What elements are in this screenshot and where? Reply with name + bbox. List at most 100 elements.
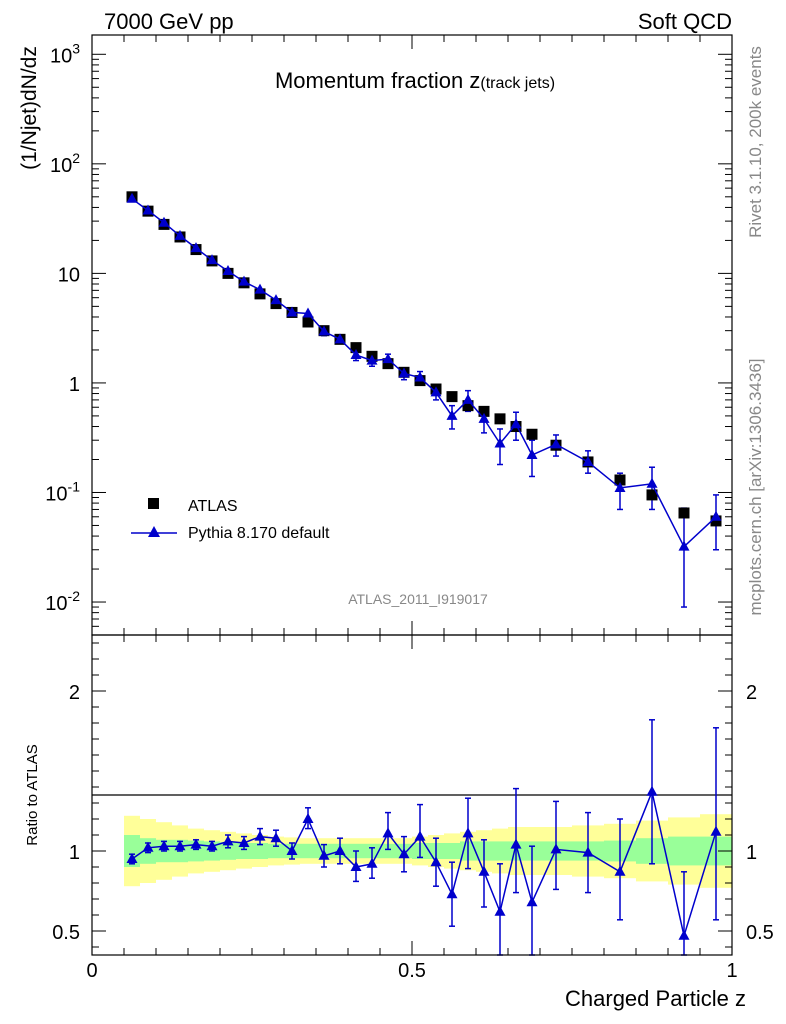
- ratio-band-inner: [124, 835, 140, 867]
- y-tick-label: 10: [58, 264, 80, 286]
- ratio-point: [270, 832, 282, 843]
- pythia-point: [430, 386, 442, 397]
- ratio-point: [222, 835, 234, 846]
- legend-marker-atlas: [148, 498, 159, 509]
- ratio-bands: [124, 814, 732, 888]
- atlas-point: [254, 288, 266, 300]
- atlas-point: [382, 358, 394, 370]
- y-tick-label: 10-2: [45, 588, 80, 615]
- ratio-point: [206, 840, 218, 851]
- pythia-point: [126, 192, 138, 203]
- ratio-point: [614, 865, 626, 876]
- atlas-point: [478, 405, 490, 417]
- pythia-point: [334, 333, 346, 344]
- ratio-y-tick-label-right: 1: [746, 842, 757, 864]
- pythia-point: [550, 438, 562, 449]
- atlas-point: [710, 515, 722, 527]
- pythia-point: [710, 510, 722, 521]
- legend-marker-pythia: [148, 526, 160, 537]
- main-data-marks: [126, 191, 722, 608]
- ratio-point: [678, 929, 690, 940]
- atlas-point: [646, 489, 658, 501]
- main-axis-ticks: 10-2 10-1 1 10 102 103: [45, 35, 733, 636]
- atlas-point: [302, 316, 314, 328]
- ratio-band-inner: [492, 841, 508, 861]
- pythia-point: [614, 481, 626, 492]
- ratio-point: [174, 840, 186, 851]
- pythia-point: [142, 204, 154, 215]
- pythia-point: [526, 448, 538, 459]
- pythia-point: [646, 477, 658, 488]
- pythia-point: [510, 418, 522, 429]
- pythia-point: [206, 254, 218, 265]
- pythia-point: [222, 265, 234, 276]
- x-tick-label: 1: [726, 960, 737, 982]
- header-right: Soft QCD: [638, 9, 732, 34]
- y-tick-label: 103: [50, 40, 80, 67]
- ratio-axis-ticks: 0.5 0.5 1 1 2 2 0 0.5 1: [52, 635, 774, 982]
- atlas-point: [494, 413, 506, 425]
- pythia-point: [350, 348, 362, 359]
- pythia-point: [158, 216, 170, 227]
- ratio-point: [366, 857, 378, 868]
- ratio-point: [398, 848, 410, 859]
- ratio-point: [510, 838, 522, 849]
- main-title: Momentum fraction z(track jets): [275, 68, 555, 93]
- y-tick-label: 10-1: [45, 478, 80, 505]
- ratio-point: [582, 846, 594, 857]
- ratio-point: [430, 856, 442, 867]
- ratio-band-inner: [220, 842, 236, 860]
- ratio-band-inner: [188, 840, 204, 862]
- ratio-point: [158, 840, 170, 851]
- atlas-point: [614, 474, 626, 486]
- ratio-band-inner: [252, 843, 268, 859]
- ratio-point: [462, 827, 474, 838]
- ratio-y-tick-label-right: 2: [746, 682, 757, 704]
- y-tick-label: 102: [50, 150, 80, 177]
- pythia-point: [414, 371, 426, 382]
- ratio-band-inner: [300, 843, 316, 859]
- ratio-point: [318, 849, 330, 860]
- ratio-point: [254, 830, 266, 841]
- pythia-point: [254, 283, 266, 294]
- pythia-point: [494, 437, 506, 448]
- atlas-point: [526, 428, 538, 440]
- ratio-band-inner: [444, 843, 460, 859]
- ratio-frame: [91, 634, 733, 956]
- header-left: 7000 GeV pp: [104, 9, 234, 34]
- pythia-point: [238, 275, 250, 286]
- legend: ATLAS Pythia 8.170 default: [131, 498, 330, 542]
- ratio-point: [550, 843, 562, 854]
- ratio-point: [190, 838, 202, 849]
- ratio-point: [142, 841, 154, 852]
- ratio-point: [238, 837, 250, 847]
- main-frame: [91, 34, 733, 636]
- ratio-data-marks: [126, 719, 722, 956]
- ratio-y-tick-label: 2: [69, 682, 80, 704]
- main-panel: (1/Njet)dN/dz Momentum fraction z(track …: [18, 34, 733, 636]
- ratio-y-label: Ratio to ATLAS: [24, 744, 41, 845]
- pythia-point: [286, 306, 298, 317]
- atlas-point: [678, 507, 690, 519]
- legend-label-atlas: ATLAS: [188, 498, 238, 515]
- ratio-band-inner: [268, 843, 284, 859]
- pythia-line: [131, 198, 717, 548]
- pythia-point: [190, 242, 202, 253]
- pythia-point: [582, 455, 594, 466]
- atlas-point: [462, 400, 474, 412]
- ratio-point: [302, 813, 314, 823]
- atlas-point: [446, 391, 458, 403]
- pythia-point: [678, 540, 690, 551]
- ratio-panel: Ratio to ATLAS Charged Particle z 0.5 0.5…: [24, 634, 774, 1011]
- pythia-point: [318, 325, 330, 336]
- pythia-point: [446, 409, 458, 420]
- x-tick-label: 0: [86, 960, 97, 982]
- pythia-point: [174, 229, 186, 240]
- y-tick-label: 1: [69, 374, 80, 396]
- ratio-point: [526, 896, 538, 907]
- x-tick-label: 0.5: [398, 960, 426, 982]
- watermark: ATLAS_2011_I919017: [348, 591, 488, 607]
- pythia-point: [478, 412, 490, 423]
- ratio-point: [646, 785, 658, 796]
